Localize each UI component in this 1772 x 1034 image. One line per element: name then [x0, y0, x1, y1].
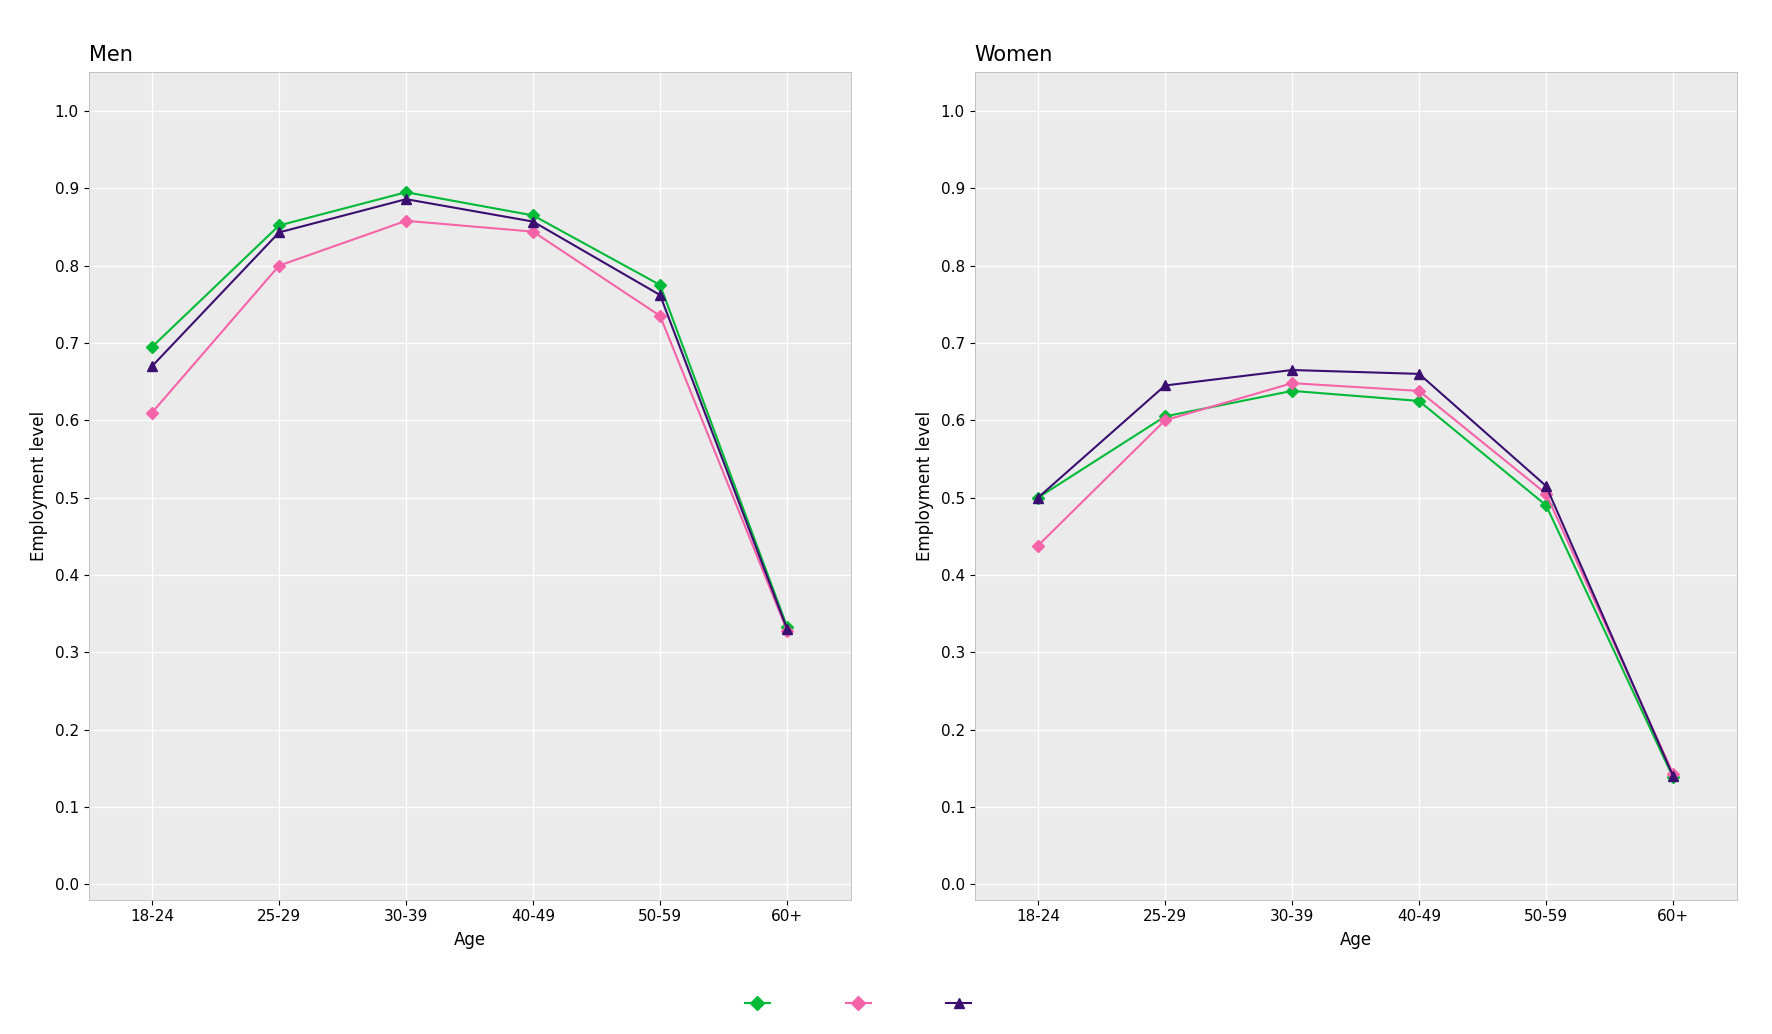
X-axis label: Age: Age — [1340, 932, 1372, 949]
Text: Women: Women — [975, 45, 1053, 65]
X-axis label: Age: Age — [454, 932, 486, 949]
Legend: 2012, 2017, 2022: 2012, 2017, 2022 — [739, 990, 1033, 1021]
Text: Men: Men — [89, 45, 133, 65]
Y-axis label: Employment level: Employment level — [30, 410, 48, 561]
Y-axis label: Employment level: Employment level — [916, 410, 934, 561]
